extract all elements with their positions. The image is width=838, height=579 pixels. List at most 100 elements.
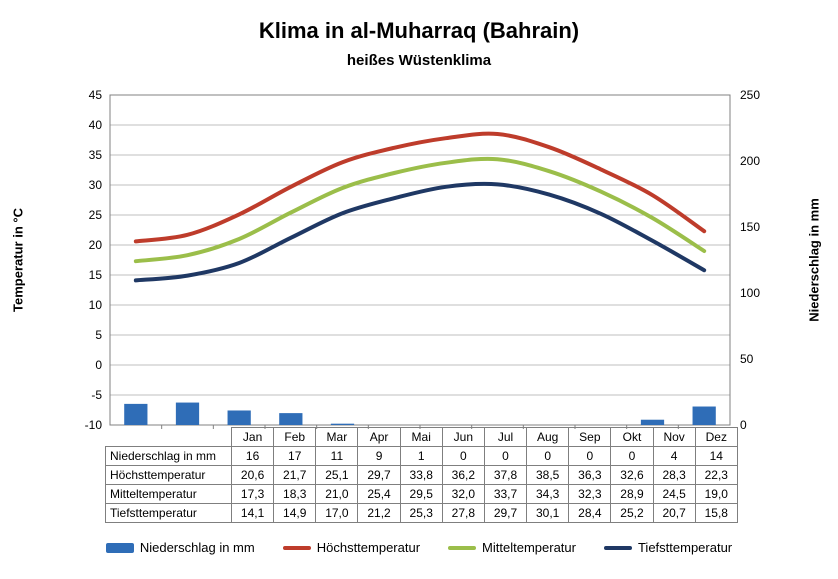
svg-text:20: 20 xyxy=(89,238,103,252)
svg-text:0: 0 xyxy=(740,418,747,430)
data-cell: 21,7 xyxy=(274,466,316,485)
data-cell: 34,3 xyxy=(527,485,569,504)
month-header: Aug xyxy=(527,428,569,447)
data-cell: 20,7 xyxy=(653,504,695,523)
month-header: Okt xyxy=(611,428,653,447)
data-cell: 25,4 xyxy=(358,485,400,504)
data-cell: 0 xyxy=(484,447,526,466)
data-cell: 18,3 xyxy=(274,485,316,504)
row-label: Tiefsttemperatur xyxy=(106,504,232,523)
legend-label: Höchsttemperatur xyxy=(317,540,420,555)
legend-item-mean: Mitteltemperatur xyxy=(448,540,576,555)
data-cell: 11 xyxy=(316,447,358,466)
data-cell: 19,0 xyxy=(695,485,737,504)
data-cell: 32,0 xyxy=(442,485,484,504)
svg-text:250: 250 xyxy=(740,88,760,102)
climate-chart-container: Klima in al-Muharraq (Bahrain) heißes Wü… xyxy=(0,0,838,579)
legend-swatch xyxy=(106,543,134,553)
data-cell: 36,3 xyxy=(569,466,611,485)
month-header: Feb xyxy=(274,428,316,447)
precip-bar xyxy=(693,407,716,425)
svg-text:35: 35 xyxy=(89,148,103,162)
data-cell: 0 xyxy=(442,447,484,466)
data-cell: 17 xyxy=(274,447,316,466)
data-cell: 33,7 xyxy=(484,485,526,504)
svg-text:25: 25 xyxy=(89,208,103,222)
svg-text:40: 40 xyxy=(89,118,103,132)
precip-bar xyxy=(331,424,354,425)
svg-text:50: 50 xyxy=(740,352,754,366)
legend-item-precip: Niederschlag in mm xyxy=(106,540,255,555)
svg-text:5: 5 xyxy=(95,328,102,342)
data-cell: 14,9 xyxy=(274,504,316,523)
data-cell: 14,1 xyxy=(232,504,274,523)
data-cell: 0 xyxy=(527,447,569,466)
month-header: Nov xyxy=(653,428,695,447)
month-header: Jan xyxy=(232,428,274,447)
precip-bar xyxy=(124,404,147,425)
data-cell: 1 xyxy=(400,447,442,466)
legend-label: Mitteltemperatur xyxy=(482,540,576,555)
mean-line xyxy=(136,159,704,261)
chart-svg: -10 -5 0 5 10 15 20 25 30 35 40 45 0 50 100 150 200 250 xyxy=(0,0,838,430)
data-cell: 32,6 xyxy=(611,466,653,485)
data-cell: 30,1 xyxy=(527,504,569,523)
data-cell: 28,3 xyxy=(653,466,695,485)
data-cell: 28,4 xyxy=(569,504,611,523)
legend-item-low: Tiefsttemperatur xyxy=(604,540,732,555)
precip-bar xyxy=(176,403,199,425)
data-cell: 15,8 xyxy=(695,504,737,523)
month-header: Mai xyxy=(400,428,442,447)
data-cell: 32,3 xyxy=(569,485,611,504)
month-header: Jun xyxy=(442,428,484,447)
svg-text:10: 10 xyxy=(89,298,103,312)
data-table: JanFebMarAprMaiJunJulAugSepOktNovDez Nied… xyxy=(105,427,738,523)
svg-text:0: 0 xyxy=(95,358,102,372)
data-cell: 25,3 xyxy=(400,504,442,523)
legend-swatch xyxy=(448,546,476,550)
data-cell: 20,6 xyxy=(232,466,274,485)
legend-swatch xyxy=(283,546,311,550)
precip-bar xyxy=(641,420,664,425)
data-cell: 17,3 xyxy=(232,485,274,504)
precip-bar xyxy=(279,413,302,425)
data-cell: 14 xyxy=(695,447,737,466)
month-header: Sep xyxy=(569,428,611,447)
data-cell: 25,2 xyxy=(611,504,653,523)
data-cell: 38,5 xyxy=(527,466,569,485)
svg-text:30: 30 xyxy=(89,178,103,192)
legend-item-high: Höchsttemperatur xyxy=(283,540,420,555)
data-cell: 36,2 xyxy=(442,466,484,485)
month-header: Mar xyxy=(316,428,358,447)
data-cell: 27,8 xyxy=(442,504,484,523)
data-cell: 29,5 xyxy=(400,485,442,504)
row-label: Niederschlag in mm xyxy=(106,447,232,466)
month-header: Jul xyxy=(484,428,526,447)
legend: Niederschlag in mm Höchsttemperatur Mittel… xyxy=(0,540,838,555)
data-cell: 17,0 xyxy=(316,504,358,523)
data-cell: 29,7 xyxy=(484,504,526,523)
svg-text:45: 45 xyxy=(89,88,103,102)
legend-label: Niederschlag in mm xyxy=(140,540,255,555)
row-label: Mitteltemperatur xyxy=(106,485,232,504)
svg-text:15: 15 xyxy=(89,268,103,282)
legend-label: Tiefsttemperatur xyxy=(638,540,732,555)
data-cell: 4 xyxy=(653,447,695,466)
svg-text:200: 200 xyxy=(740,154,760,168)
data-cell: 16 xyxy=(232,447,274,466)
high-line xyxy=(136,134,704,242)
svg-text:150: 150 xyxy=(740,220,760,234)
data-cell: 33,8 xyxy=(400,466,442,485)
svg-text:-5: -5 xyxy=(91,388,102,402)
data-cell: 37,8 xyxy=(484,466,526,485)
month-header: Apr xyxy=(358,428,400,447)
data-cell: 21,2 xyxy=(358,504,400,523)
data-cell: 25,1 xyxy=(316,466,358,485)
row-label: Höchsttemperatur xyxy=(106,466,232,485)
svg-text:100: 100 xyxy=(740,286,760,300)
data-cell: 0 xyxy=(611,447,653,466)
data-cell: 28,9 xyxy=(611,485,653,504)
data-cell: 21,0 xyxy=(316,485,358,504)
svg-text:-10: -10 xyxy=(85,418,103,430)
month-header: Dez xyxy=(695,428,737,447)
